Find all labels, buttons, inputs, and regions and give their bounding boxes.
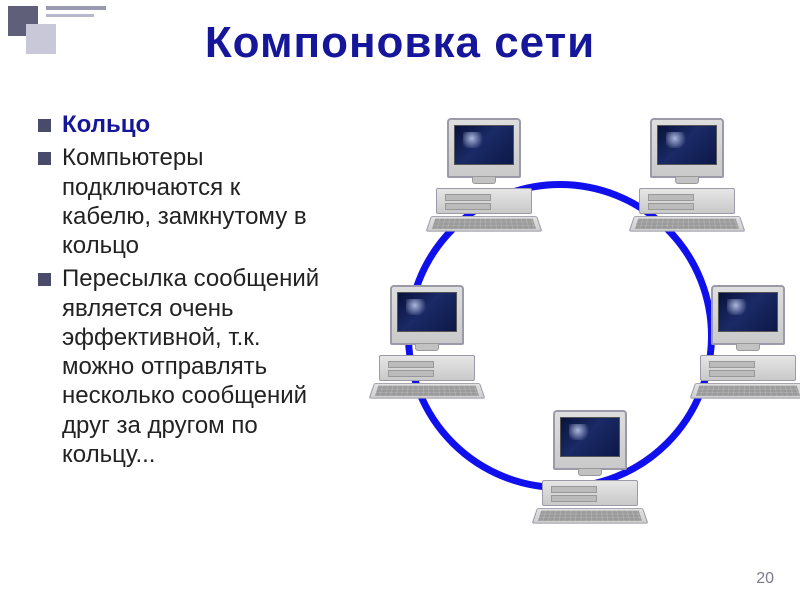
case-icon <box>542 480 638 506</box>
bullet-item-3: Пересылка сообщений является очень эффек… <box>36 264 326 469</box>
case-icon <box>436 188 532 214</box>
keyboard-icon <box>369 383 486 399</box>
computer-node-1 <box>419 118 549 234</box>
case-icon <box>639 188 735 214</box>
computer-node-2 <box>622 118 752 234</box>
monitor-icon <box>711 285 785 345</box>
page-number: 20 <box>756 570 774 588</box>
bullet-item-1: Кольцо <box>36 110 326 139</box>
keyboard-icon <box>628 216 745 232</box>
ring-topology-diagram <box>340 96 780 526</box>
monitor-icon <box>650 118 724 178</box>
case-icon <box>379 355 475 381</box>
computer-node-5 <box>362 285 492 401</box>
case-icon <box>700 355 796 381</box>
keyboard-icon <box>531 508 648 524</box>
keyboard-icon <box>690 383 800 399</box>
computer-node-4 <box>525 410 655 526</box>
bullet-list: Кольцо Компьютеры подключаются к кабелю,… <box>36 110 326 473</box>
computer-node-3 <box>683 285 800 401</box>
decor-bar-1 <box>46 6 106 10</box>
monitor-icon <box>553 410 627 470</box>
monitor-icon <box>447 118 521 178</box>
monitor-icon <box>390 285 464 345</box>
keyboard-icon <box>426 216 543 232</box>
slide-title: Компоновка сети <box>0 18 800 68</box>
bullet-item-2: Компьютеры подключаются к кабелю, замкну… <box>36 143 326 260</box>
decor-bar-2 <box>46 14 94 17</box>
